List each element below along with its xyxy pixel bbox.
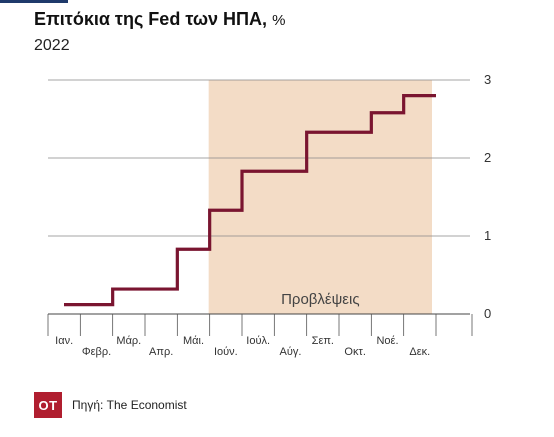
x-tick-label: Νοέ. [376, 335, 398, 347]
ot-logo: ΟΤ [34, 392, 62, 418]
x-tick-label: Οκτ. [344, 346, 365, 358]
forecast-label: Προβλέψεις [281, 291, 359, 308]
y-tick-label: 1 [484, 228, 491, 243]
chart-title-unit: % [272, 12, 286, 29]
source-note: Πηγή: The Economist [72, 398, 187, 412]
x-tick-label: Μάρ. [116, 335, 141, 347]
y-tick-label: 0 [484, 306, 491, 321]
y-tick-label: 3 [484, 72, 491, 87]
chart-title: Επιτόκια της Fed των ΗΠΑ, % [34, 9, 285, 30]
x-tick-label: Σεπ. [312, 335, 334, 347]
x-tick-label: Δεκ. [409, 346, 430, 358]
x-tick-label: Ιαν. [55, 335, 73, 347]
fed-rate-step-line [64, 94, 436, 307]
chart-title-text: Επιτόκια της Fed των ΗΠΑ, [34, 9, 268, 29]
x-tick-label: Φεβρ. [82, 346, 111, 358]
chart-subtitle: 2022 [34, 37, 70, 54]
x-tick-label: Απρ. [149, 346, 173, 358]
x-tick-label: Αύγ. [280, 346, 302, 358]
footer: ΟΤ Πηγή: The Economist [34, 392, 187, 418]
y-tick-label: 2 [484, 150, 491, 165]
forecast-band [208, 80, 432, 314]
x-tick-label: Μάι. [183, 335, 204, 347]
x-tick-label: Ιούλ. [246, 335, 270, 347]
x-tick-label: Ιούν. [214, 346, 238, 358]
top-accent-bar [0, 0, 68, 3]
